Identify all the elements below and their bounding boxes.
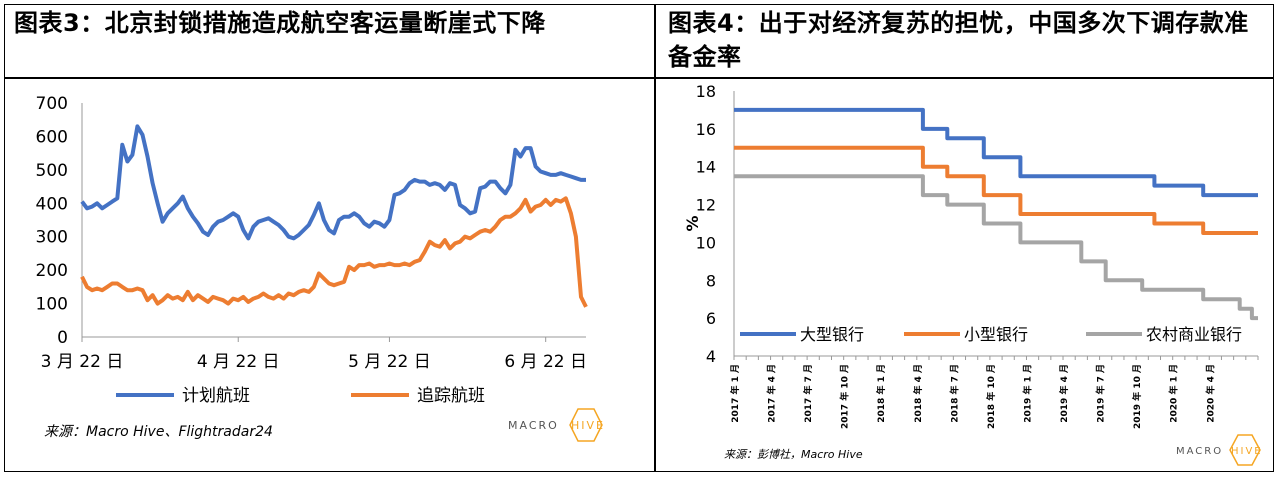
panel-divider [654,4,656,472]
series-line-tracked-flights [80,196,588,308]
x-tick-label: 2017 年 10 月 [839,364,851,429]
y-axis-title: % [683,215,702,231]
left-source-note: 来源：Macro Hive、Flightradar24 [44,424,273,440]
y-tick-label: 200 [36,261,68,281]
x-tick-label: 4 月 22 日 [197,352,280,372]
logo-text-macro: MACRO [508,419,559,432]
y-tick-label: 100 [36,295,68,315]
series-line-planned-flights [80,124,586,241]
logo-text-hive: HIVE [1231,446,1263,457]
rrr-line-chart: 4 6 8 10 12 14 16 18% 2017 年 1 月 2017 年 4 月 2017 … [683,82,1259,429]
x-tick-label: 5 月 22 日 [348,352,431,372]
flights-line-chart: 0 100 200 300 400 500 600 700 3 月 22 日 4 月 22 日 5… [36,94,588,406]
macro-hive-logo-right: MACRO HIVE [1176,432,1266,472]
y-tick-label: 500 [36,161,68,181]
y-tick-label: 6 [706,309,716,328]
y-tick-label: 12 [696,196,716,215]
x-tick-label: 2019 年 1 月 [1021,364,1033,423]
x-tick-label: 2018 年 1 月 [875,364,887,423]
x-tick-label: 2017 年 4 月 [766,364,778,423]
left-panel-title: 图表3：北京封锁措施造成航空客运量断崖式下降 [14,9,546,37]
series-line-small-banks [734,145,1258,235]
x-tick-label: 6 月 22 日 [504,352,587,372]
x-tick-label: 2018 年 10 月 [985,364,997,429]
x-tick-label: 2020 年 1 月 [1168,364,1180,423]
x-tick-label: 2019 年 4 月 [1058,364,1070,423]
series-line-rural-commercial-banks [734,174,1258,321]
y-tick-label: 300 [36,228,68,248]
legend-label: 大型银行 [800,325,864,344]
logo-text-hive: HIVE [571,419,605,432]
y-tick-label: 4 [706,347,716,366]
x-tick-label: 2018 年 4 月 [912,364,924,423]
y-tick-label: 14 [696,158,716,177]
x-tick-label: 2017 年 1 月 [729,364,741,423]
macro-hive-logo-left: MACRO HIVE [508,405,608,449]
x-tick-label: 2020 年 4 月 [1204,364,1216,423]
series-line-large-banks [734,107,1258,198]
legend-label: 计划航班 [182,386,250,406]
y-tick-label: 600 [36,127,68,147]
y-tick-label: 8 [706,271,716,290]
legend-label: 农村商业银行 [1146,325,1242,344]
y-tick-label: 700 [36,94,68,114]
x-tick-label: 3 月 22 日 [41,352,124,372]
x-tick-label: 2019 年 10 月 [1131,364,1143,429]
y-tick-label: 400 [36,194,68,214]
legend-label: 追踪航班 [417,386,485,406]
title-divider [4,77,1274,79]
logo-text-macro: MACRO [1176,446,1223,457]
y-tick-label: 18 [696,82,716,101]
y-tick-label: 0 [57,328,68,348]
right-source-note: 来源：彭博社，Macro Hive [724,448,863,461]
x-tick-label: 2019 年 7 月 [1095,364,1107,423]
x-tick-label: 2017 年 7 月 [802,364,814,423]
y-tick-label: 16 [696,120,716,139]
legend-label: 小型银行 [964,325,1028,344]
x-tick-label: 2018 年 7 月 [948,364,960,423]
figure-frame [4,4,1274,472]
y-tick-label: 10 [696,233,716,252]
right-panel-title: 图表4：出于对经济复苏的担忧，中国多次下调存款准备金率 [668,9,1249,71]
